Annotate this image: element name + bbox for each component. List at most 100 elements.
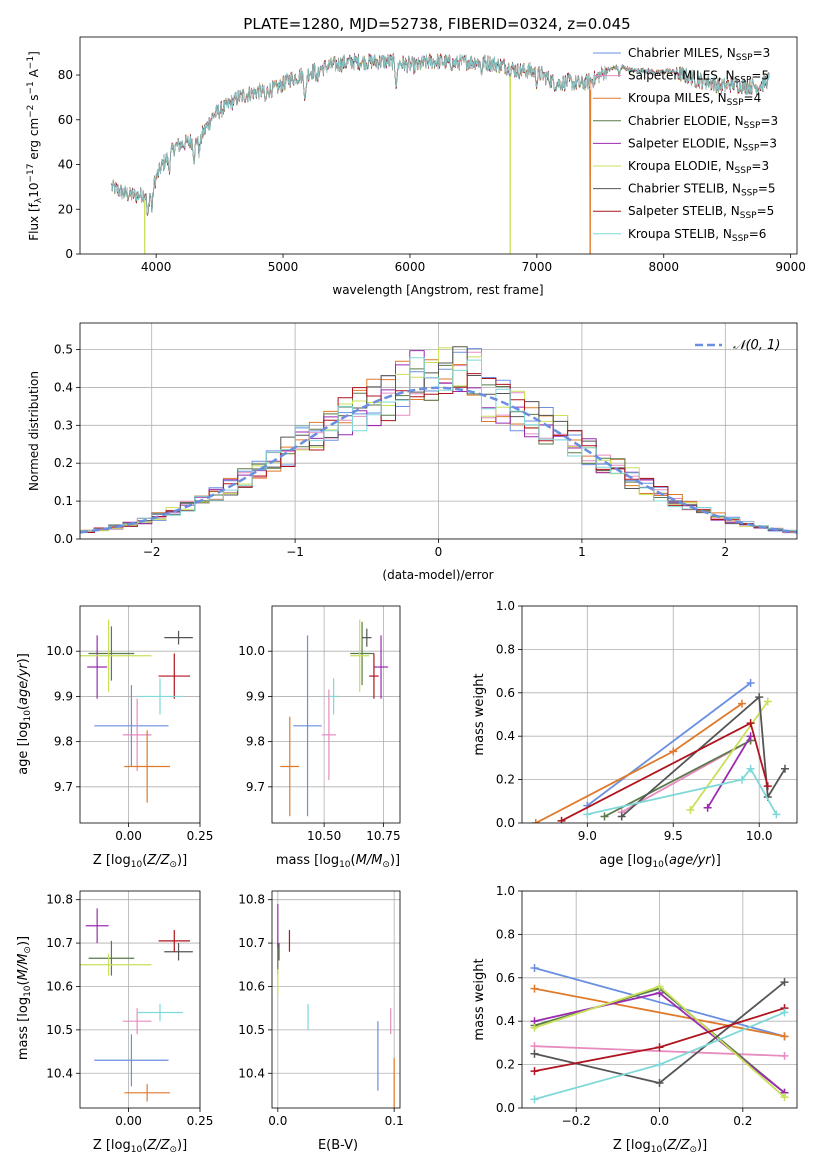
spectrum-line-kroupa-stelib — [111, 54, 770, 214]
legend: Chabrier MILES, NSSP=3 Salpeter MILES, NS… — [593, 46, 778, 244]
plot-area — [111, 53, 770, 254]
weight-marker — [780, 764, 789, 773]
weight-marker — [746, 719, 755, 728]
weight-marker — [772, 810, 781, 819]
x-tick-label: 0 — [435, 545, 443, 559]
gaussian-reference-curve — [80, 386, 797, 534]
y-tick-label: 10.6 — [46, 979, 73, 993]
legend-label: Kroupa STELIB, NSSP=6 — [628, 227, 766, 244]
y-axis-label: mass [log10(M/M⊙)] — [16, 936, 33, 1060]
histogram-kroupa-stelib — [80, 357, 797, 535]
legend-label: Chabrier STELIB, NSSP=5 — [628, 182, 776, 199]
x-tick-label: −1 — [286, 545, 304, 559]
weight-line-chabrier-miles — [534, 967, 785, 1038]
axes-frame — [79, 36, 798, 255]
histogram-kroupa-elodie — [80, 347, 797, 535]
weight-marker — [703, 803, 712, 812]
weight-marker — [669, 747, 678, 756]
weight-marker — [583, 810, 592, 819]
weight-marker — [755, 693, 764, 702]
weight-marker — [780, 1032, 789, 1041]
y-tick-label: 0.0 — [496, 816, 515, 830]
y-tick-label: 0.8 — [496, 927, 515, 941]
weight-marker — [686, 805, 695, 814]
y-tick-label: 0.4 — [496, 729, 515, 743]
x-tick-label: 10.0 — [746, 829, 773, 843]
weight-marker — [746, 764, 755, 773]
x-tick-label: 1 — [578, 545, 586, 559]
x-tick-label: 0.0 — [650, 1114, 669, 1128]
weight-marker — [763, 782, 772, 791]
axes-frame — [271, 890, 401, 1109]
x-tick-label: 0.0 — [268, 1114, 287, 1128]
weight-marker — [530, 964, 539, 973]
legend-label: Chabrier ELODIE, NSSP=3 — [628, 114, 778, 131]
legend-label: 𝒩(0, 1) — [733, 338, 780, 353]
panel-age-vs-Z: 0.00 0.25 9.7 9.8 9.9 10.0 Z [log10(Z/Z⊙)] age … — [16, 605, 213, 870]
weight-line-kroupa-elodie — [689, 700, 769, 811]
panel-age-vs-mass: 10.50 10.75 9.7 9.8 9.9 10.0 mass [log10(M/M⊙)… — [238, 605, 401, 870]
y-tick-label: 0.5 — [54, 343, 73, 357]
y-axis-label: mass weight — [472, 673, 487, 755]
y-tick-label: 0 — [65, 247, 73, 261]
weight-line-chabrier-elodie — [604, 739, 752, 818]
y-tick-label: 10.5 — [238, 1023, 265, 1037]
weight-marker — [530, 1042, 539, 1051]
weight-marker — [617, 812, 626, 821]
weight-marker — [531, 819, 540, 823]
y-tick-label: 9.9 — [246, 689, 265, 703]
grid — [272, 891, 400, 1108]
y-tick-label: 0.3 — [54, 418, 73, 432]
plot-area — [272, 606, 400, 823]
y-tick-label: 9.7 — [54, 780, 73, 794]
panel-spectrum: 4000 5000 6000 7000 8000 9000 0 20 40 60 80 Chabrie… — [26, 36, 806, 297]
panel-weights-vs-age: 9.0 9.5 10.0 0.0 0.2 0.4 0.6 0.8 1.0 mass weight a… — [472, 599, 798, 870]
plot-area — [272, 891, 400, 1108]
weight-line-salpeter-elodie — [706, 735, 752, 809]
y-tick-label: 0.1 — [54, 494, 73, 508]
x-tick-label: 4000 — [141, 260, 172, 274]
weight-marker — [780, 978, 789, 987]
x-tick-label: −2 — [143, 545, 161, 559]
x-tick-label: 10.75 — [366, 829, 400, 843]
x-tick-label: −0.2 — [562, 1114, 591, 1128]
y-tick-label: 20 — [58, 202, 73, 216]
panel-weights-vs-Z: −0.2 0.0 0.2 0.0 0.2 0.4 0.6 0.8 1.0 mass weight Z… — [472, 884, 798, 1155]
weight-marker — [557, 816, 566, 823]
grid — [522, 891, 797, 1108]
x-tick-label: 0.25 — [187, 1114, 214, 1128]
y-tick-label: 10.8 — [238, 893, 265, 907]
x-tick-label: 2 — [721, 545, 729, 559]
weight-marker — [530, 1095, 539, 1104]
weight-line-kroupa-miles — [534, 987, 785, 1038]
weight-line-salpeter-stelib — [561, 721, 769, 822]
y-tick-label: 10.7 — [46, 936, 73, 950]
y-tick-label: 10.0 — [238, 644, 265, 658]
plot-area — [522, 606, 797, 823]
y-tick-label: 9.8 — [54, 735, 73, 749]
figure-title: PLATE=1280, MJD=52738, FIBERID=0324, z=0… — [243, 15, 630, 33]
weight-marker — [780, 1008, 789, 1017]
x-axis-label: E(B-V) — [318, 1138, 358, 1153]
x-tick-label: 9000 — [775, 260, 806, 274]
x-axis-label: Z [log10(Z/Z⊙)] — [93, 1138, 187, 1155]
legend-label: Kroupa MILES, NSSP=4 — [628, 91, 761, 108]
plot-area — [522, 891, 797, 1108]
x-axis-label: mass [log10(M/M⊙)] — [276, 853, 400, 870]
weight-line-kroupa-stelib — [587, 767, 778, 816]
weight-line-chabrier-miles — [586, 682, 752, 807]
x-axis-label: (data-model)/error — [382, 568, 493, 582]
y-tick-label: 0.4 — [54, 380, 73, 394]
y-axis-label: Normed distribution — [27, 371, 41, 491]
y-tick-label: 40 — [58, 158, 73, 172]
y-tick-label: 10.0 — [46, 644, 73, 658]
axes-frame — [79, 605, 201, 824]
legend-label: Salpeter ELODIE, NSSP=3 — [628, 136, 777, 153]
grid — [80, 606, 200, 823]
weight-marker — [655, 1060, 664, 1069]
legend-label: Salpeter MILES, NSSP=5 — [628, 69, 769, 86]
weight-marker — [780, 1093, 789, 1102]
x-tick-label: 9.5 — [664, 829, 683, 843]
y-tick-label: 9.8 — [246, 735, 265, 749]
